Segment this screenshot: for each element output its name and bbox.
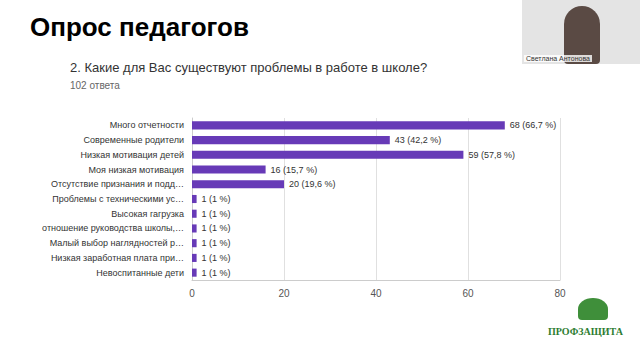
svg-text:40: 40: [370, 288, 382, 299]
html-text:ПРОФЗАЩИТА: ПРОФЗАЩИТА: [548, 326, 623, 337]
svg-text:1 (1 %): 1 (1 %): [202, 209, 231, 219]
svg-text:Низкая заработная плата при…: Низкая заработная плата при…: [51, 253, 184, 263]
svg-text:отношение руководства школы,…: отношение руководства школы,…: [42, 223, 184, 233]
svg-text:1 (1 %): 1 (1 %): [202, 268, 231, 278]
svg-text:59 (57,8 %): 59 (57,8 %): [468, 150, 515, 160]
svg-text:1 (1 %): 1 (1 %): [202, 253, 231, 263]
svg-text:0: 0: [189, 288, 195, 299]
svg-text:Отсутствие признания и подд…: Отсутствие признания и подд…: [51, 179, 184, 189]
html-text:Светлана Антонова: Светлана Антонова: [526, 55, 590, 62]
svg-text:1 (1 %): 1 (1 %): [202, 238, 231, 248]
svg-text:16 (15,7 %): 16 (15,7 %): [271, 165, 318, 175]
svg-text:Много отчетности: Много отчетности: [110, 120, 184, 130]
svg-text:68 (66,7 %): 68 (66,7 %): [510, 120, 557, 130]
svg-text:2. Какие для Вас существуют пр: 2. Какие для Вас существуют проблемы в р…: [70, 60, 427, 75]
svg-text:102 ответа: 102 ответа: [70, 80, 120, 91]
svg-text:Проблемы с техническими ус…: Проблемы с техническими ус…: [52, 194, 184, 204]
svg-text:Малый выбор наглядностей р…: Малый выбор наглядностей р…: [50, 238, 184, 248]
svg-text:43 (42,2 %): 43 (42,2 %): [395, 135, 442, 145]
svg-text:Невоспитанные дети: Невоспитанные дети: [96, 268, 184, 278]
svg-text:Низкая мотивация детей: Низкая мотивация детей: [80, 150, 184, 160]
svg-text:80: 80: [554, 288, 566, 299]
svg-text:1 (1 %): 1 (1 %): [202, 223, 231, 233]
svg-text:1 (1 %): 1 (1 %): [202, 194, 231, 204]
html-text:Опрос педагогов: Опрос педагогов: [30, 12, 249, 42]
svg-text:Высокая гагрузка: Высокая гагрузка: [111, 209, 184, 219]
svg-text:20 (19,6 %): 20 (19,6 %): [289, 179, 336, 189]
svg-text:20: 20: [278, 288, 290, 299]
svg-text:Современные родители: Современные родители: [83, 135, 184, 145]
svg-text:60: 60: [462, 288, 474, 299]
svg-text:Моя низкая мотивация: Моя низкая мотивация: [88, 165, 184, 175]
